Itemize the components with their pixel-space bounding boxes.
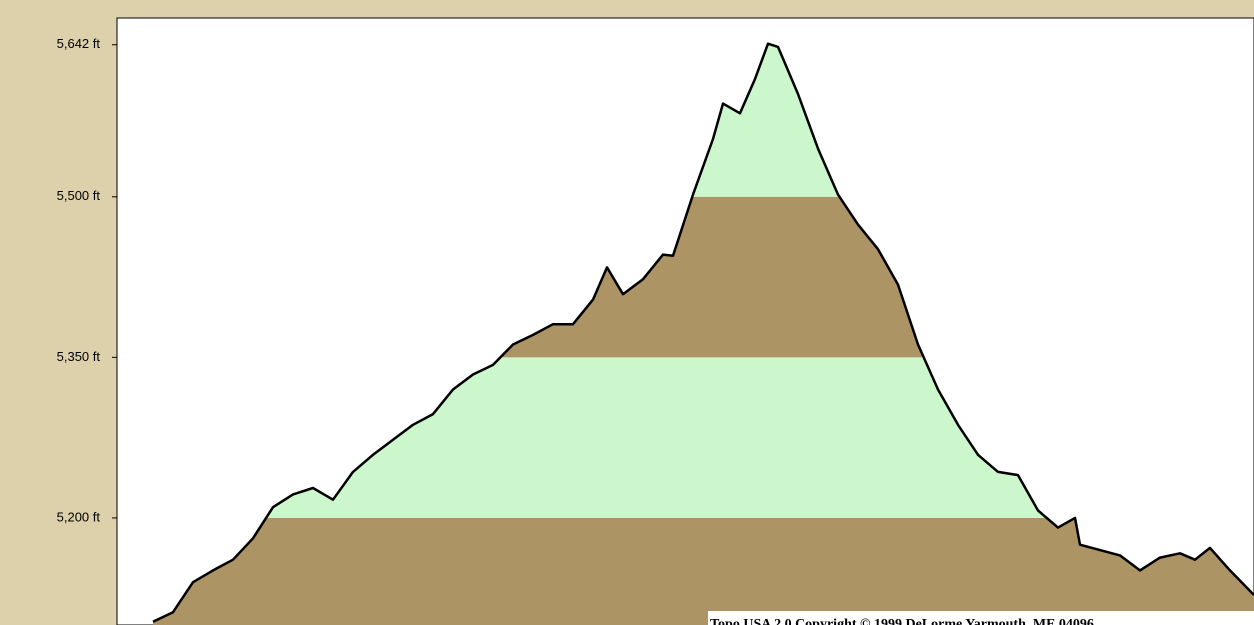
copyright: Topo USA 2.0 Copyright © 1999 DeLorme Ya… (710, 617, 1094, 625)
y-tick-label: 5,200 ft (57, 509, 101, 524)
y-tick-label: 5,500 ft (57, 188, 101, 203)
copyright-box (708, 611, 1254, 625)
elevation-line (152, 42, 1254, 623)
y-tick-label: 5,350 ft (57, 349, 101, 364)
marks (112, 42, 1254, 623)
elevation-band (153, 517, 1254, 625)
y-tick-label: 5,642 ft (57, 36, 101, 51)
